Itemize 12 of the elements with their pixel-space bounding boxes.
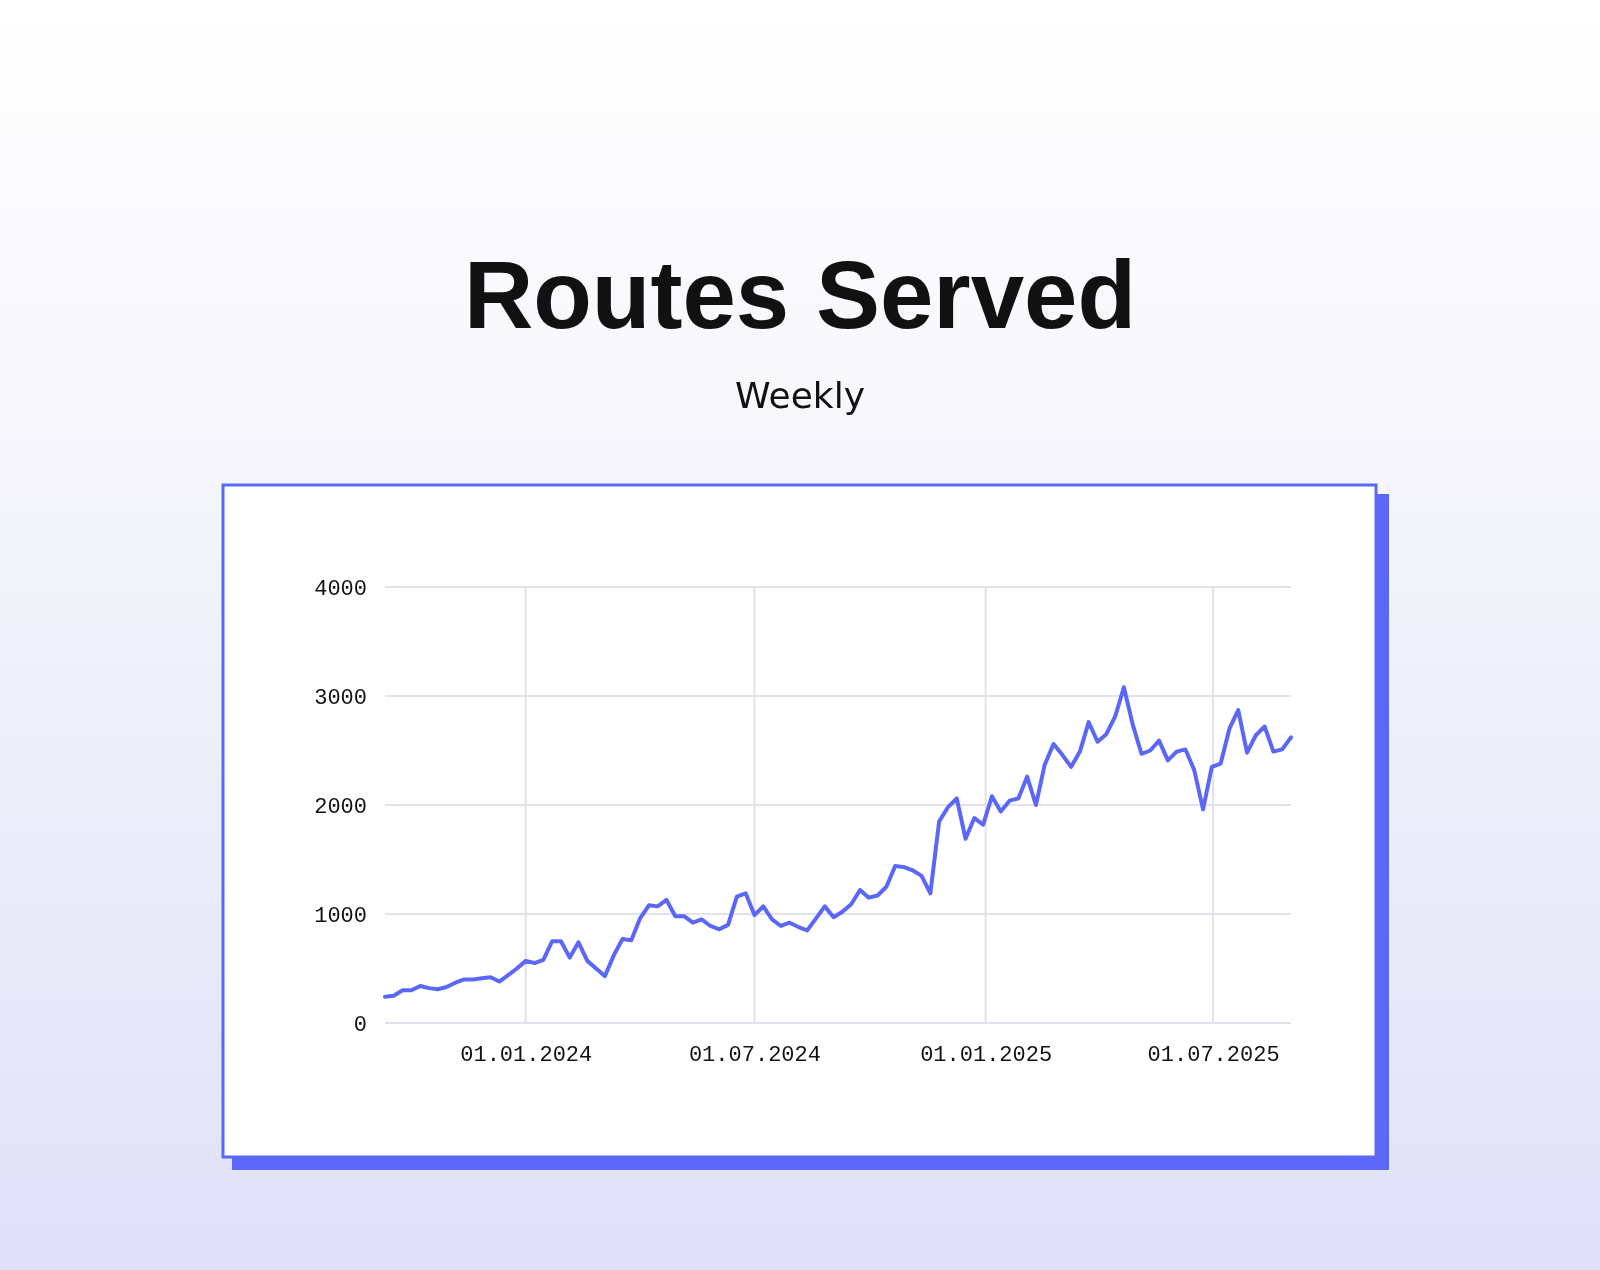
chart-subtitle: Weekly	[735, 375, 865, 416]
x-tick-label: 01.07.2024	[688, 1042, 821, 1068]
y-tick-label: 3000	[314, 685, 367, 711]
y-tick-label: 1000	[314, 903, 367, 929]
x-tick-label: 01.07.2025	[1147, 1042, 1280, 1068]
x-tick-label: 01.01.2024	[460, 1042, 593, 1068]
y-tick-label: 0	[353, 1012, 367, 1038]
y-tick-label: 2000	[314, 794, 367, 820]
x-tick-label: 01.01.2025	[920, 1042, 1053, 1068]
y-tick-label: 4000	[314, 576, 367, 602]
line-series	[383, 685, 1293, 999]
chart-title: Routes Served	[463, 241, 1137, 348]
